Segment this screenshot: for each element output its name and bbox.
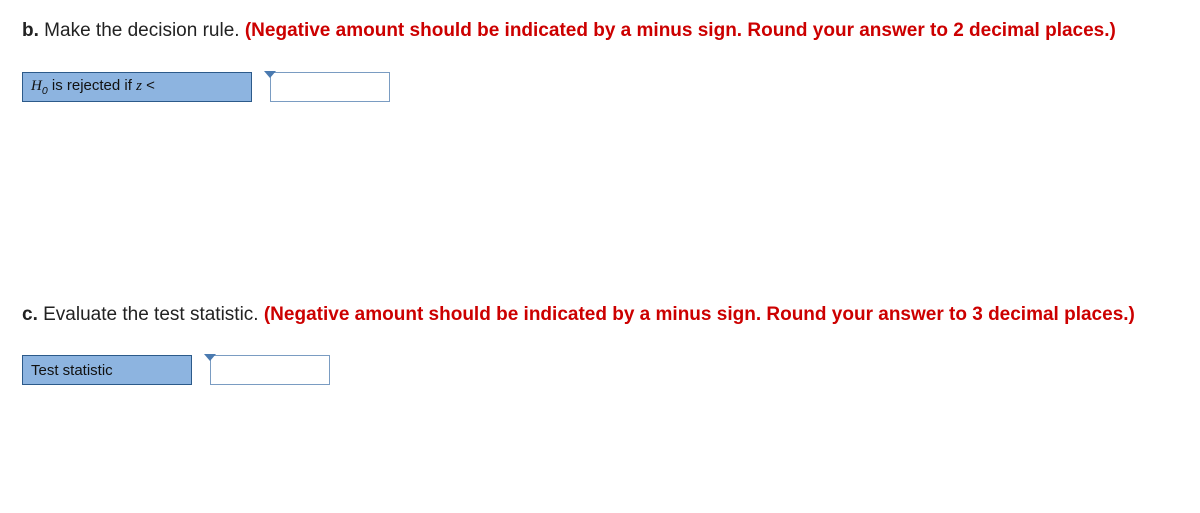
prompt-b-red: (Negative amount should be indicated by … xyxy=(245,20,1116,41)
prompt-c-plain: Evaluate the test statistic. xyxy=(38,304,264,325)
prompt-b-plain: Make the decision rule. xyxy=(39,20,245,41)
decision-rule-input[interactable] xyxy=(270,72,390,102)
prompt-b: b. Make the decision rule. (Negative amo… xyxy=(22,18,1178,44)
prompt-c: c. Evaluate the test statistic. (Negativ… xyxy=(22,302,1178,328)
h-symbol: H xyxy=(31,78,42,94)
input-marker-icon xyxy=(264,71,276,78)
lt-symbol: < xyxy=(142,77,155,94)
test-statistic-label-cell: Test statistic xyxy=(22,355,192,385)
test-statistic-input[interactable] xyxy=(210,355,330,385)
rejected-text: is rejected if xyxy=(48,77,136,94)
h0-label: H0 is rejected if z < xyxy=(31,77,155,97)
test-statistic-label: Test statistic xyxy=(31,362,113,379)
decision-rule-label-cell: H0 is rejected if z < xyxy=(22,72,252,102)
question-part-b: b. Make the decision rule. (Negative amo… xyxy=(22,18,1178,102)
part-b-label: b. xyxy=(22,20,39,41)
prompt-c-red: (Negative amount should be indicated by … xyxy=(264,304,1135,325)
question-part-c: c. Evaluate the test statistic. (Negativ… xyxy=(22,302,1178,386)
input-wrap-c xyxy=(210,355,330,385)
part-c-label: c. xyxy=(22,304,38,325)
answer-row-b: H0 is rejected if z < xyxy=(22,72,1178,102)
answer-row-c: Test statistic xyxy=(22,355,1178,385)
spacer xyxy=(22,122,1178,302)
input-marker-icon xyxy=(204,354,216,361)
input-wrap-b xyxy=(270,72,390,102)
